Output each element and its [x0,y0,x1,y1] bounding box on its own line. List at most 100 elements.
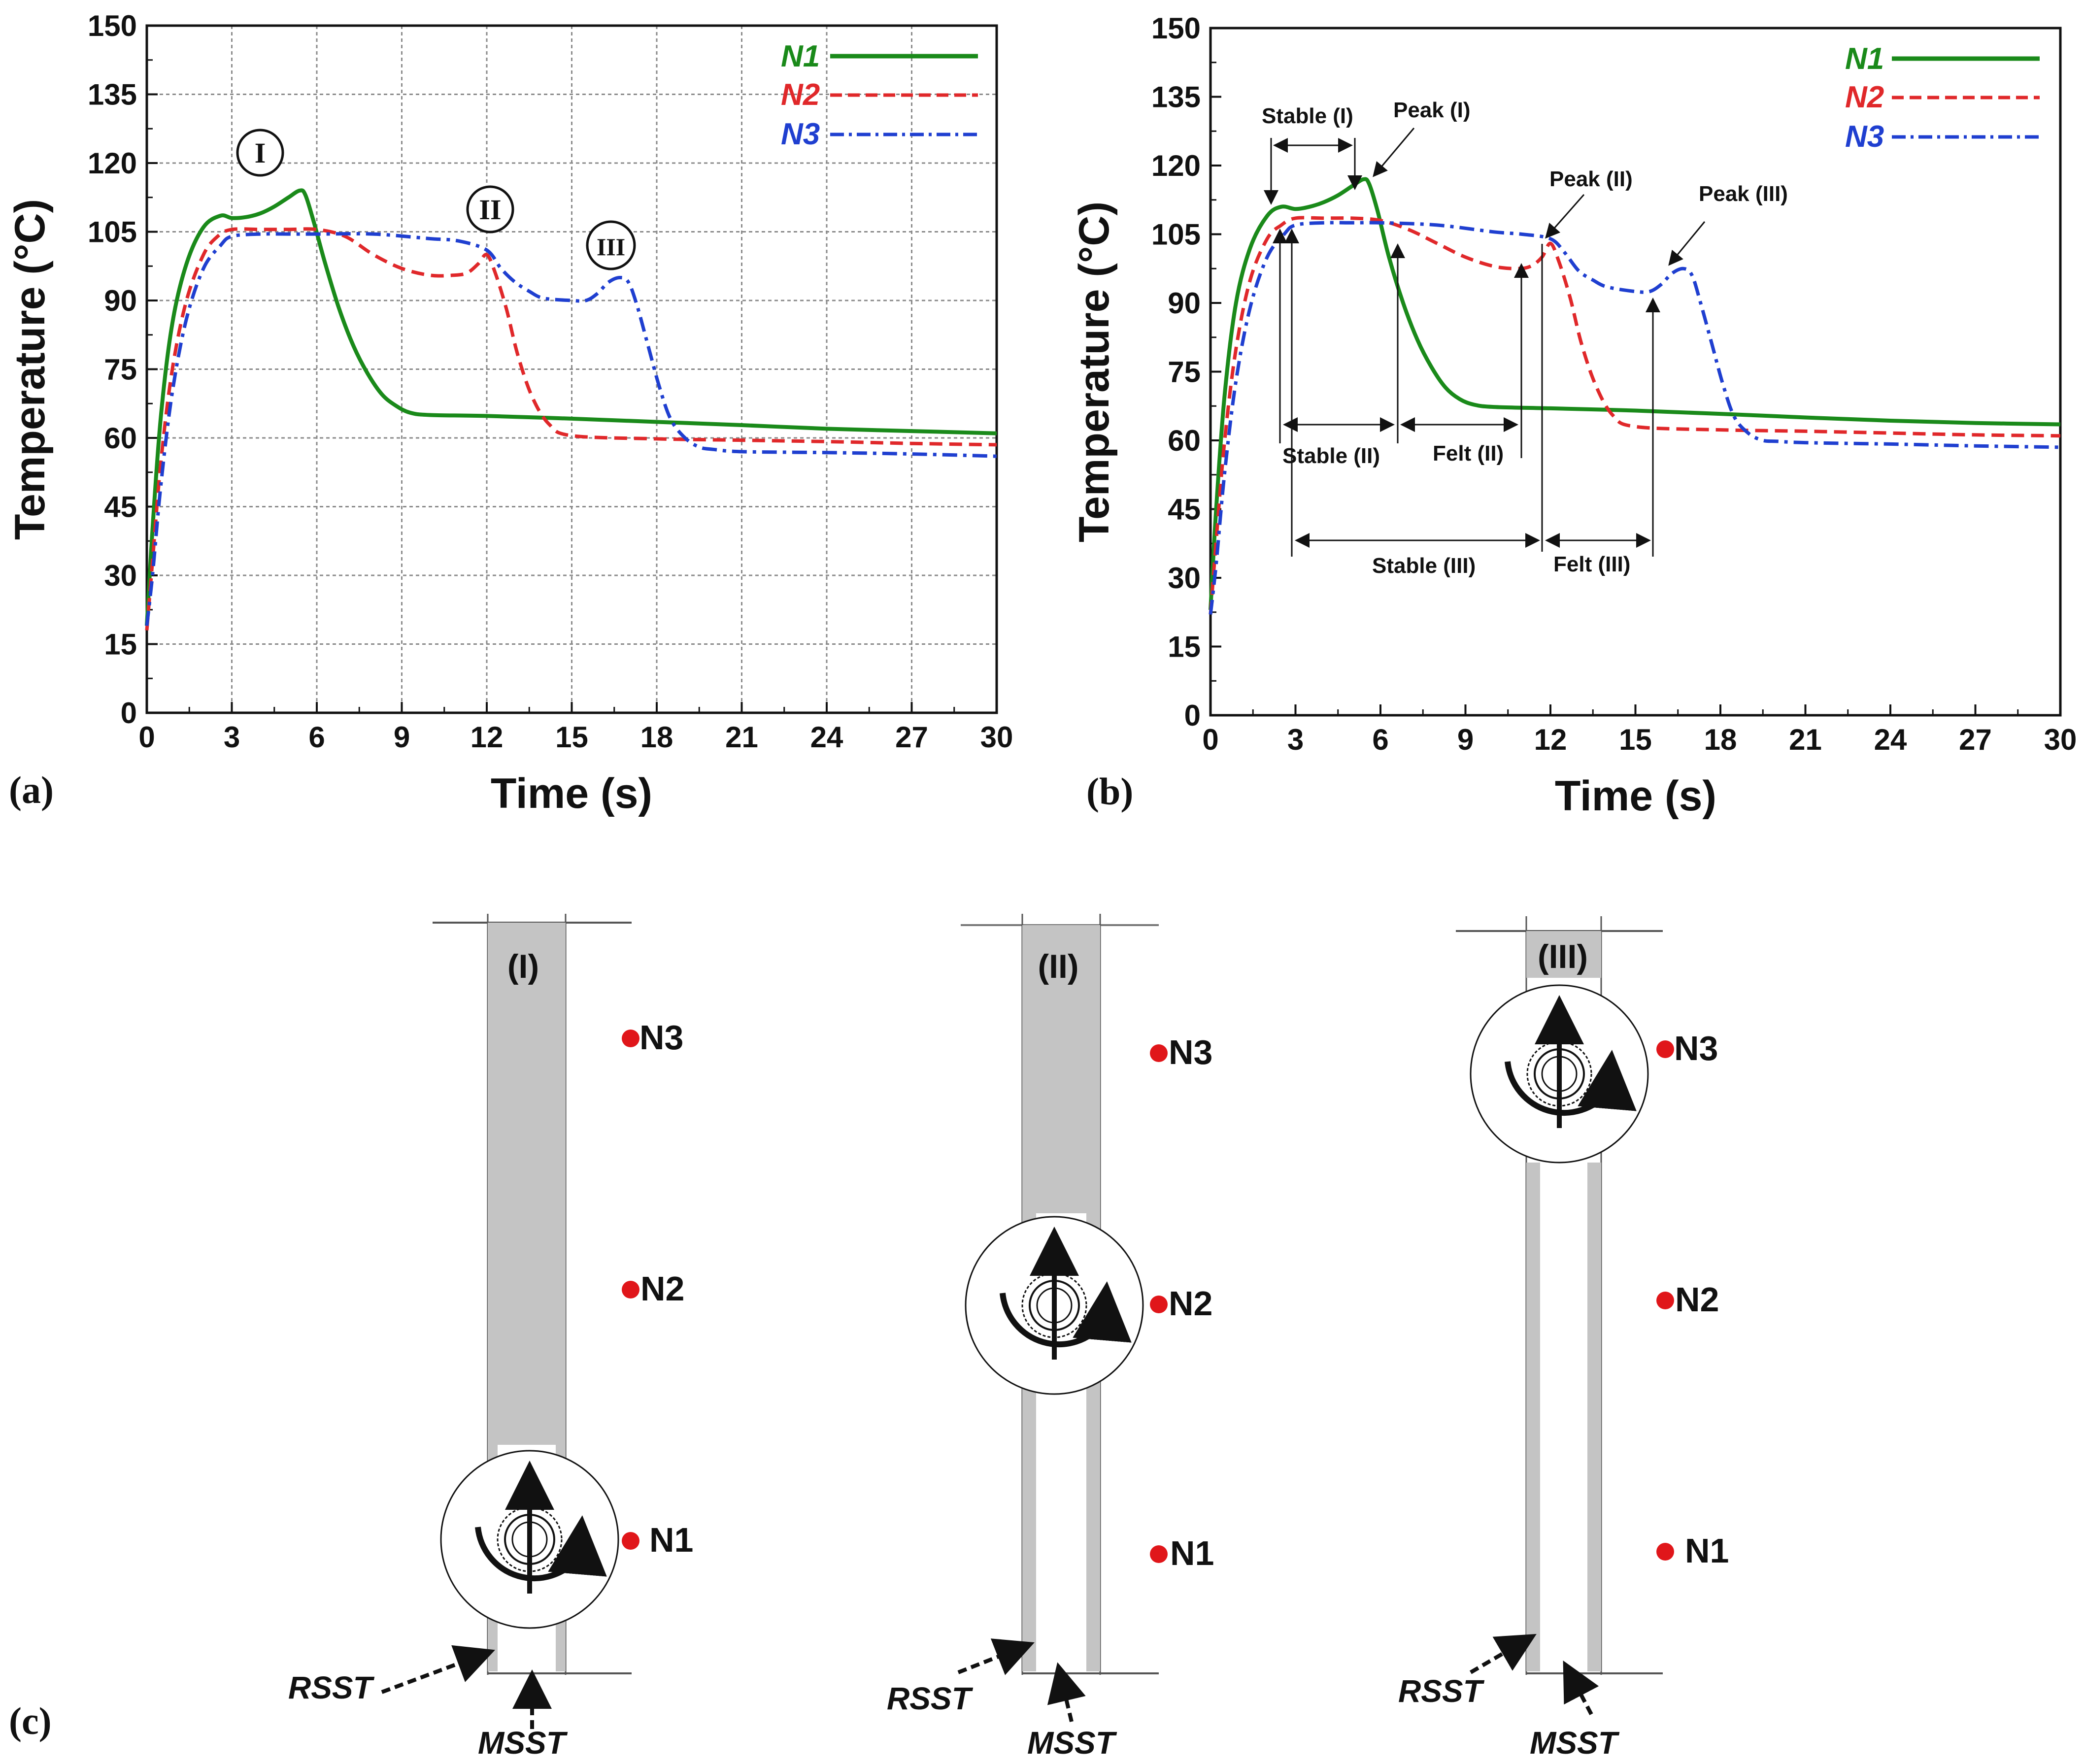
chart-a-xtick-label-7: 21 [725,721,758,754]
chart-b-xtick-label-8: 24 [1874,723,1907,756]
chart-b-xtick-label-6: 18 [1704,723,1737,756]
tool-iii [1470,984,1649,1164]
panel-label-a: (a) [9,768,54,811]
svg-text:N2: N2 [1675,1280,1719,1319]
chart-a-series-n3 [145,232,997,626]
chart-a-ticks: 0 3 6 9 12 15 18 21 24 27 30 0 15 30 45 60 75 90 105 120 135… [88,9,1013,754]
band-iii [1526,931,1601,978]
chart-b-frame [1209,27,2062,717]
tool-labels-i [381,1645,552,1729]
schematics: (c) (I) N3 N2 [9,914,1729,1761]
tool-i [440,1450,619,1629]
node-i-n1 [622,1532,639,1550]
chart-b-ytick-label-6: 90 [1168,287,1201,320]
legend-b-n3-label: N3 [1845,120,1884,154]
chart-b: 0 3 6 9 12 15 18 21 24 27 30 0 15 30 45 60 75 90 105 120 135… [1071,12,2077,820]
node-i-n2 [622,1281,639,1298]
chart-b-ylabel: Temperature (°C) [1071,201,1118,542]
tool-ii [965,1216,1144,1395]
node-i-n3 [622,1030,639,1047]
panel-label-c: (c) [9,1699,52,1742]
chart-b-xtick-label-9: 27 [1959,723,1992,756]
chart-b-annot-stable-i: Stable (I) [1262,104,1353,128]
chart-a-xtick-label-5: 15 [555,721,588,754]
panel-label-b: (b) [1086,770,1133,813]
chart-b-series-n2 [1209,216,2061,615]
node-iii-n2 [1656,1292,1674,1309]
schematic-i: (I) N3 N2 N1 RSST MSST [288,914,693,1761]
chart-a-xlabel: Time (s) [491,770,652,817]
chart-b-xtick-label-10: 30 [2044,723,2077,756]
chart-a-series [145,188,997,631]
chart-a-ytick-label-6: 90 [104,284,137,317]
svg-text:N2: N2 [1169,1284,1212,1323]
node-iii-n1 [1656,1543,1674,1561]
chart-b-ytick-label-1: 15 [1168,631,1201,664]
chart-a-legend: N1 N2 N3 [781,39,978,151]
chart-b-ytick-label-10: 150 [1151,12,1201,45]
svg-text:I: I [255,137,266,169]
chart-a-series-n2 [145,227,997,631]
chart-b-annot-stable-ii: Stable (II) [1282,444,1380,468]
chart-b-annot-peak-iii: Peak (III) [1699,182,1788,206]
chart-a-ytick-label-1: 15 [104,628,137,661]
chart-a-xtick-label-6: 18 [640,721,673,754]
svg-text:N3: N3 [1674,1029,1718,1067]
band-ii [1022,925,1100,1213]
tool-labels-ii [957,1638,1086,1722]
band-label-i: (I) [507,948,539,985]
chart-b-annot-felt-iii: Felt (III) [1553,552,1630,576]
chart-a-ytick-label-0: 0 [121,697,137,730]
chart-b-xtick-label-1: 3 [1287,723,1304,756]
chart-a-ytick-label-10: 150 [88,9,137,42]
label-msst-i: MSST [478,1725,568,1761]
node-ii-n1 [1150,1545,1168,1563]
svg-text:N2: N2 [640,1269,684,1308]
chart-a-xtick-label-10: 30 [980,721,1013,754]
chart-a-annot-III: III [586,220,636,270]
chart-b-annot-felt-ii: Felt (II) [1433,441,1504,466]
chart-b-ytick-label-3: 45 [1168,493,1201,526]
chart-b-ytick-label-8: 120 [1151,149,1201,182]
band-label-iii: (III) [1538,938,1588,975]
svg-text:N3: N3 [1169,1033,1212,1071]
chart-b-xlabel: Time (s) [1555,772,1716,820]
chart-b-ytick-label-5: 75 [1168,356,1201,389]
chart-a: 0 3 6 9 12 15 18 21 24 27 30 0 15 30 45 60 75 90 105 120 135… [6,9,1013,817]
chart-b-ytick-label-2: 30 [1168,562,1201,595]
node-ii-n2 [1150,1296,1168,1313]
chart-b-xtick-label-0: 0 [1202,723,1218,756]
legend-a-n1-label: N1 [781,39,820,73]
chart-b-series-n1 [1209,177,2061,610]
chart-b-xtick-label-5: 15 [1619,723,1652,756]
label-rsst-i: RSST [288,1670,375,1705]
chart-a-annot-II: II [466,185,514,233]
chart-a-xtick-label-2: 6 [308,721,325,754]
chart-a-xtick-label-4: 12 [471,721,504,754]
chart-b-annot-peak-ii: Peak (II) [1549,167,1633,191]
chart-b-ytick-label-7: 105 [1151,218,1201,251]
chart-a-series-n1 [145,188,997,626]
chart-a-ytick-label-7: 105 [88,216,137,249]
nodes-iii: N3 N2 N1 [1656,1029,1729,1570]
chart-a-annot-I: I [236,129,284,177]
chart-a-ytick-label-9: 135 [88,78,137,111]
chart-b-xtick-label-7: 21 [1789,723,1822,756]
chart-a-xtick-label-3: 9 [394,721,410,754]
chart-b-legend: N1 N2 N3 [1845,42,2040,154]
chart-b-annot-stable-iii: Stable (III) [1372,554,1476,578]
label-rsst-iii: RSST [1398,1673,1485,1709]
chart-b-ytick-label-4: 60 [1168,424,1201,457]
schematic-ii: (II) N3 N2 N1 RSST MSST [887,914,1214,1761]
schematic-iii: (III) N3 N2 N1 RSST MSS [1398,916,1729,1761]
legend-b-n1-label: N1 [1845,42,1884,76]
tool-labels-iii [1469,1633,1599,1715]
node-iii-n3 [1656,1040,1674,1058]
chart-a-ylabel: Temperature (°C) [6,199,54,540]
legend-b-n2-label: N2 [1845,80,1884,114]
nodes-ii: N3 N2 N1 [1150,1033,1214,1572]
svg-text:N1: N1 [1170,1534,1214,1572]
chart-b-ytick-label-0: 0 [1184,699,1201,732]
chart-b-annotations [1264,128,1706,557]
